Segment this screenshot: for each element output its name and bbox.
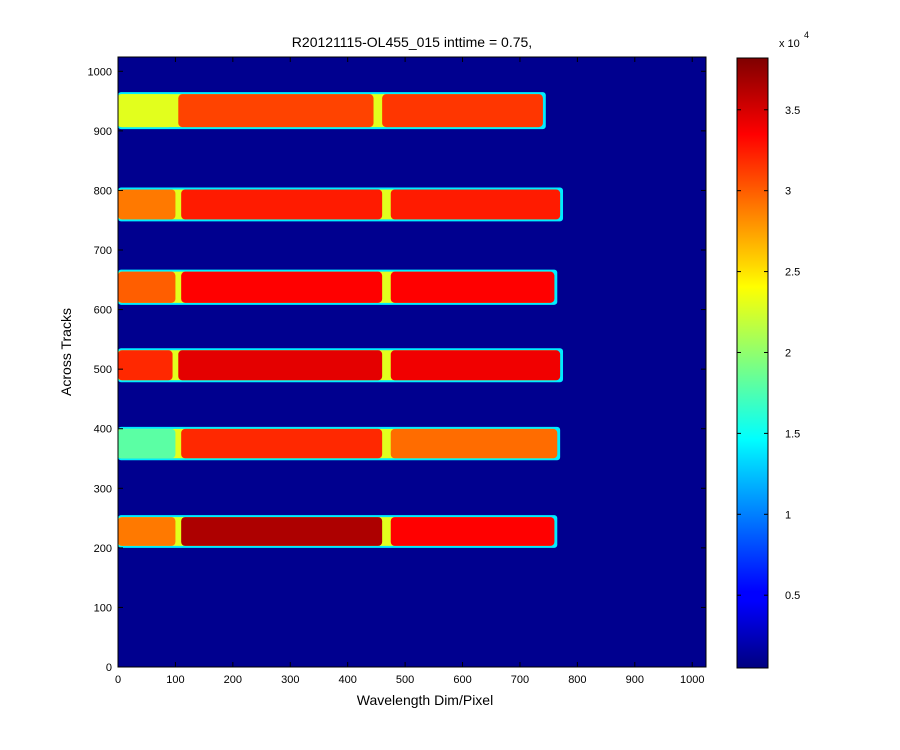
stripe-segment-3 xyxy=(390,428,558,459)
colorbar xyxy=(736,57,769,669)
y-axis: 0 100 200 300 400 500 600 700 800 900 1000 xyxy=(88,66,706,674)
stripe-segment-1 xyxy=(118,428,176,459)
y-tick-label: 300 xyxy=(94,483,112,495)
colorbar-tick-label: 3 xyxy=(785,186,791,198)
stripe-6 xyxy=(118,92,546,130)
stripe-segment-3 xyxy=(390,271,555,303)
y-tick-label: 700 xyxy=(94,245,112,257)
x-tick-label: 400 xyxy=(339,674,357,686)
stripe-4 xyxy=(118,269,558,305)
y-tick-label: 800 xyxy=(94,185,112,197)
stripe-2 xyxy=(118,426,561,461)
stripe-1 xyxy=(118,515,558,548)
stripe-segment-1 xyxy=(118,350,173,381)
y-tick-label: 0 xyxy=(106,662,112,674)
stripe-segment-3 xyxy=(382,94,543,128)
x-tick-label: 600 xyxy=(453,674,471,686)
y-tick-label: 500 xyxy=(94,364,112,376)
y-tick-label: 100 xyxy=(94,602,112,614)
colorbar-tick-label: 3.5 xyxy=(785,105,800,117)
colorbar-ticks: 0.5 1 1.5 2 2.5 3 3.5 xyxy=(737,105,800,602)
x-tick-label: 500 xyxy=(396,674,414,686)
x-tick-label: 200 xyxy=(224,674,242,686)
stripe-segment-3 xyxy=(390,350,561,381)
colorbar-multiplier: x 10 xyxy=(779,38,800,50)
chart-title: R20121115-OL455_015 inttime = 0.75, xyxy=(292,34,532,50)
stripe-segment-2 xyxy=(181,517,383,546)
stripe-segment-2 xyxy=(181,271,383,303)
stripe-segment-1 xyxy=(118,271,176,303)
y-tick-label: 1000 xyxy=(88,66,112,78)
stripe-segment-1 xyxy=(118,94,173,128)
x-tick-label: 1000 xyxy=(680,674,704,686)
y-tick-label: 400 xyxy=(94,424,112,436)
x-axis: 0 100 200 300 400 500 600 700 800 900 1000 xyxy=(115,57,704,686)
y-axis-label: Across Tracks xyxy=(58,308,74,396)
stripe-segment-3 xyxy=(390,189,561,220)
stripe-segment-2 xyxy=(178,350,383,381)
x-axis-label: Wavelength Dim/Pixel xyxy=(357,692,493,708)
x-tick-label: 100 xyxy=(166,674,184,686)
stripe-segment-1 xyxy=(118,189,176,220)
colorbar-tick-label: 1.5 xyxy=(785,428,800,440)
stripe-segment-1 xyxy=(118,517,176,546)
stripe-3 xyxy=(118,348,564,383)
colorbar-tick-label: 2 xyxy=(785,347,791,359)
y-tick-label: 600 xyxy=(94,305,112,317)
x-tick-label: 700 xyxy=(511,674,529,686)
stripe-segment-2 xyxy=(178,94,374,128)
y-tick-label: 900 xyxy=(94,126,112,138)
colorbar-tick-label: 1 xyxy=(785,509,791,521)
stripe-segment-3 xyxy=(390,517,555,546)
plot-frame xyxy=(117,56,707,668)
x-tick-label: 300 xyxy=(281,674,299,686)
x-tick-label: 900 xyxy=(626,674,644,686)
heatmap-stripes xyxy=(118,92,564,548)
colorbar-exponent: 4 xyxy=(804,30,809,40)
y-tick-label: 200 xyxy=(94,543,112,555)
colorbar-tick-label: 2.5 xyxy=(785,267,800,279)
x-tick-label: 800 xyxy=(568,674,586,686)
stripe-segment-2 xyxy=(181,428,383,459)
stripe-5 xyxy=(118,187,564,222)
stripe-segment-2 xyxy=(181,189,383,220)
x-tick-label: 0 xyxy=(115,674,121,686)
colorbar-tick-label: 0.5 xyxy=(785,590,800,602)
